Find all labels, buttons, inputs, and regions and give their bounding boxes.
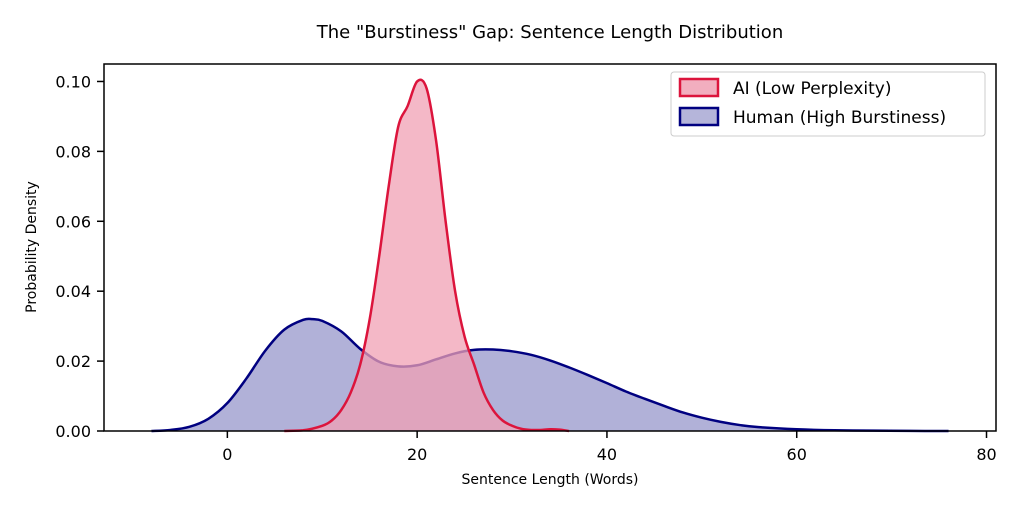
plot-area — [151, 78, 949, 433]
legend: AI (Low Perplexity) Human (High Burstines… — [670, 71, 986, 137]
plot-frame — [103, 63, 997, 432]
x-tick-label: 80 — [976, 445, 996, 464]
legend-swatch-human — [678, 106, 720, 127]
legend-swatch-ai — [678, 77, 720, 98]
x-tick-label: 40 — [597, 445, 617, 464]
x-axis-label: Sentence Length (Words) — [461, 472, 638, 488]
x-tick-label: 60 — [787, 445, 807, 464]
series-human-area — [151, 318, 949, 431]
legend-label-human: Human (High Burstiness) — [733, 108, 946, 128]
legend-label-ai: AI (Low Perplexity) — [733, 79, 891, 99]
y-axis: 0.00 0.02 0.04 0.06 0.08 0.10 — [55, 72, 104, 441]
series-human-line — [151, 317, 949, 433]
series-ai-area — [284, 79, 569, 431]
series-ai-line — [284, 78, 570, 433]
y-tick-label: 0.10 — [55, 72, 91, 91]
chart-title: The "Burstiness" Gap: Sentence Length Di… — [316, 22, 783, 43]
y-tick-label: 0.06 — [55, 212, 91, 231]
y-tick-label: 0.02 — [55, 352, 91, 371]
x-tick-label: 0 — [222, 445, 232, 464]
y-tick-label: 0.04 — [55, 282, 91, 301]
y-tick-label: 0.08 — [55, 142, 91, 161]
y-tick-label: 0.00 — [55, 422, 91, 441]
x-axis: 0 20 40 60 80 — [222, 431, 997, 464]
legend-box — [670, 71, 986, 137]
y-axis-label: Probability Density — [24, 181, 40, 313]
x-tick-label: 20 — [407, 445, 427, 464]
